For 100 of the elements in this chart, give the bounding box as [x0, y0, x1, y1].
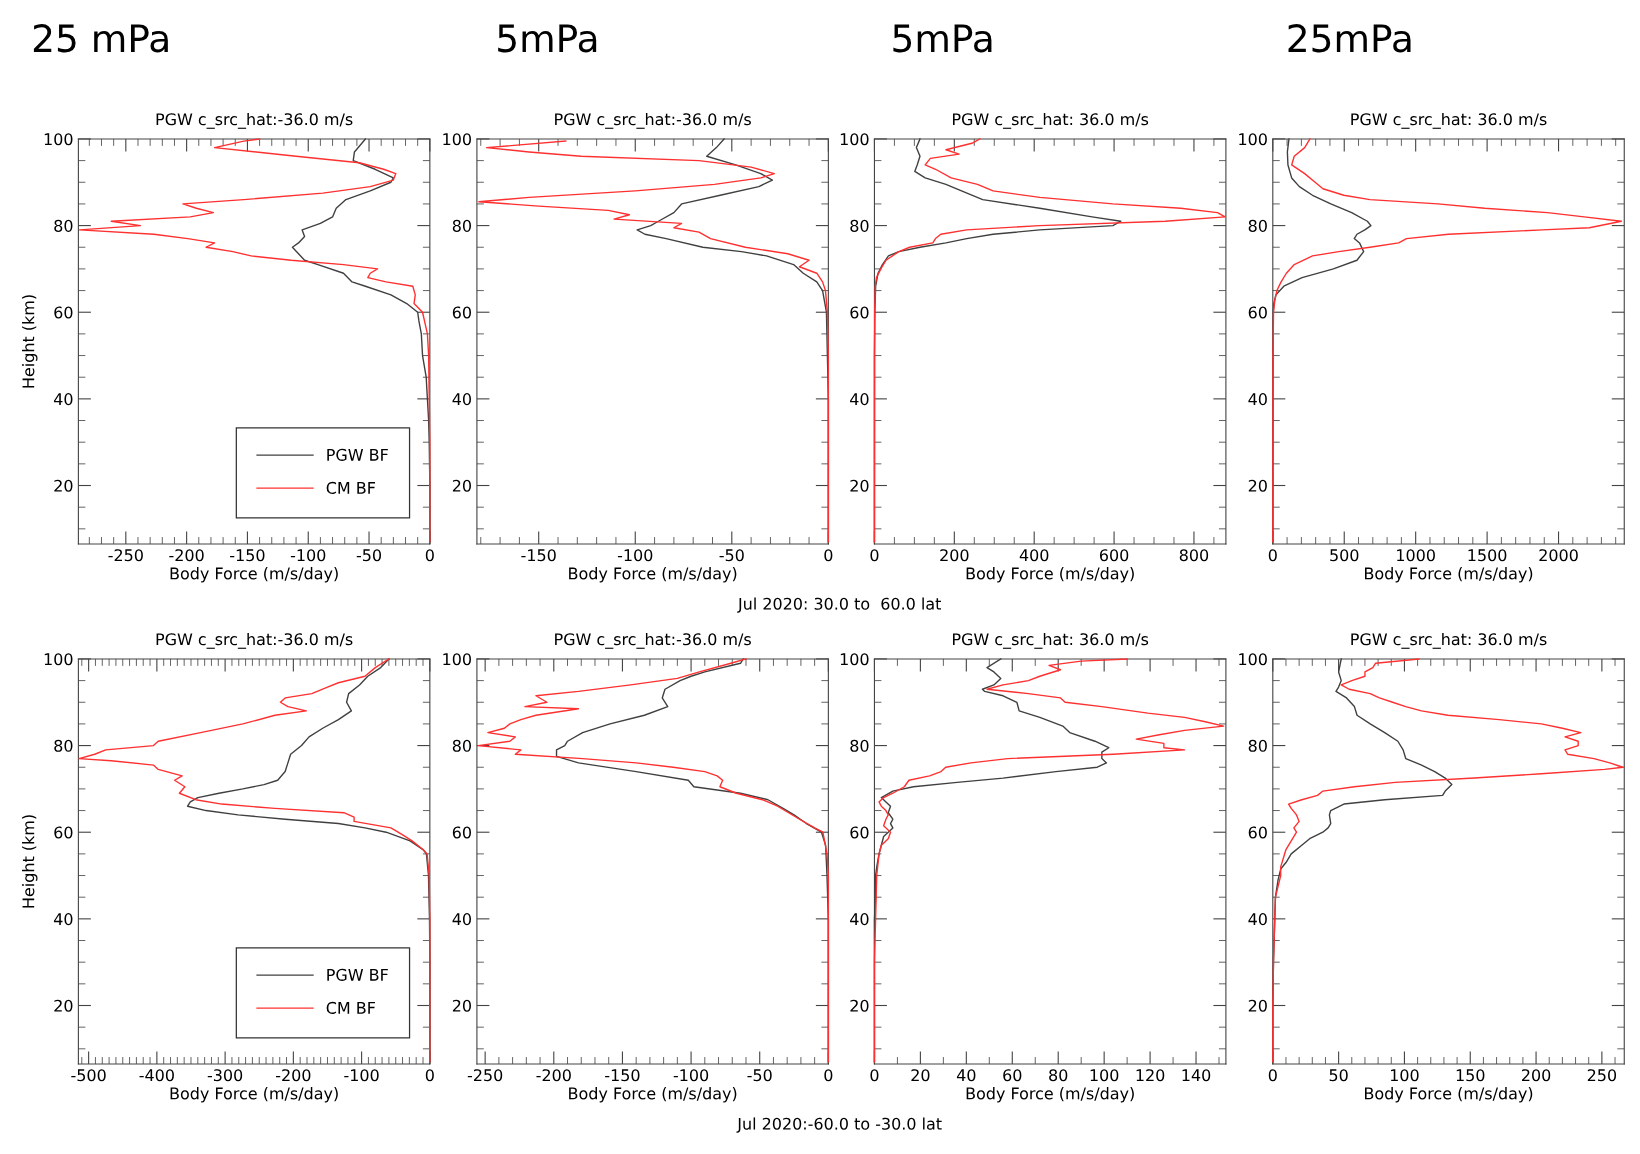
line-series [78, 138, 431, 543]
x-tick-label: -100 [673, 1069, 709, 1082]
legend-label: PGW BF [327, 968, 388, 981]
x-tick-label: 20 [911, 1069, 930, 1082]
x-tick-label: -250 [467, 1069, 503, 1082]
x-tick-label: -200 [536, 1069, 571, 1082]
y-tick-label: 100 [443, 653, 471, 666]
line-series [1272, 138, 1623, 543]
y-tick-label: 100 [44, 133, 73, 146]
y-axis-title: Height (km) [22, 295, 38, 388]
y-tick-label: 20 [850, 999, 869, 1012]
y-tick-label: 40 [452, 913, 471, 926]
y-tick-label: 60 [452, 826, 471, 839]
line-series [478, 140, 830, 543]
x-axis-title: Body Force (m/s/day) [966, 1087, 1134, 1103]
x-tick-label: -50 [747, 1069, 772, 1082]
x-tick-label: 250 [1587, 1069, 1617, 1082]
y-tick-label: 40 [1248, 913, 1267, 926]
x-tick-label: 0 [870, 549, 879, 562]
x-tick-label: 1500 [1468, 549, 1507, 562]
y-tick-label: 80 [1248, 739, 1267, 752]
x-tick-label: 50 [1329, 1069, 1348, 1082]
x-axis-title: Body Force (m/s/day) [1365, 1087, 1533, 1103]
x-tick-label: 0 [824, 549, 833, 562]
x-tick-label: 40 [956, 1069, 976, 1082]
y-tick-label: 60 [452, 306, 471, 319]
y-tick-label: 80 [850, 739, 869, 752]
x-tick-label: 2000 [1539, 549, 1578, 562]
x-tick-label: -150 [521, 549, 556, 562]
text: 25mPa [1288, 24, 1411, 53]
y-tick-label: 60 [1248, 826, 1267, 839]
y-tick-label: 80 [452, 739, 471, 752]
y-tick-label: 60 [54, 306, 73, 319]
chart-title: PGW c_src_hat:-36.0 m/s [555, 112, 751, 129]
chart-title: PGW c_src_hat: 36.0 m/s [1351, 112, 1547, 129]
y-tick-label: 80 [1248, 219, 1267, 232]
x-tick-label: -100 [290, 549, 326, 562]
y-tick-label: 60 [1248, 306, 1267, 319]
x-tick-label: 200 [1521, 1069, 1551, 1082]
legend-label: CM BF [326, 481, 375, 494]
text: 5mPa [893, 24, 992, 53]
x-tick-label: 120 [1136, 1069, 1165, 1082]
y-tick-label: 100 [443, 133, 471, 146]
x-axis-title: Body Force (m/s/day) [170, 1087, 338, 1103]
x-tick-label: 100 [1390, 1069, 1419, 1082]
x-axis-title: Body Force (m/s/day) [569, 567, 737, 583]
y-tick-label: 40 [850, 913, 869, 926]
x-tick-label: 1000 [1397, 549, 1435, 562]
y-tick-label: 20 [850, 479, 869, 492]
text: Jul 2020: 30.0 to 60.0 lat [737, 597, 942, 613]
legend-label: CM BF [326, 1001, 375, 1014]
y-tick-label: 20 [1248, 479, 1267, 492]
y-axis-title: Height (km) [22, 815, 38, 908]
x-tick-label: 800 [1179, 549, 1209, 562]
x-tick-label: 150 [1456, 1069, 1485, 1082]
x-tick-label: 80 [1049, 1069, 1068, 1082]
x-tick-label: 400 [1019, 549, 1049, 562]
x-tick-label: -50 [356, 549, 382, 562]
y-tick-label: 20 [452, 999, 471, 1012]
x-tick-label: 0 [1268, 549, 1277, 562]
y-tick-label: 60 [850, 306, 869, 319]
x-tick-label: 140 [1182, 1069, 1211, 1082]
chart-title: PGW c_src_hat:-36.0 m/s [555, 632, 751, 649]
chart-title: PGW c_src_hat: 36.0 m/s [953, 112, 1149, 129]
x-axis-title: Body Force (m/s/day) [569, 1087, 737, 1103]
line-series [1272, 658, 1624, 1063]
x-tick-label: -300 [207, 1069, 243, 1082]
text: Jul 2020:-60.0 to -30.0 lat [736, 1117, 942, 1133]
y-tick-label: 100 [44, 653, 73, 666]
y-tick-label: 20 [54, 999, 73, 1012]
line-series [873, 138, 1226, 543]
legend-label: PGW BF [327, 448, 388, 461]
x-tick-label: 0 [824, 1069, 833, 1082]
x-axis-title: Body Force (m/s/day) [170, 567, 338, 583]
y-tick-label: 60 [850, 826, 869, 839]
y-tick-label: 40 [452, 393, 471, 406]
x-axis-title: Body Force (m/s/day) [1365, 567, 1533, 583]
y-tick-label: 100 [1239, 133, 1267, 146]
x-tick-label: -100 [617, 549, 653, 562]
x-tick-label: -150 [605, 1069, 640, 1082]
y-tick-label: 40 [53, 913, 73, 926]
x-tick-label: 0 [425, 549, 434, 562]
y-tick-label: 80 [54, 739, 73, 752]
x-tick-label: 0 [425, 1069, 434, 1082]
line-series [873, 658, 1225, 1063]
x-tick-label: 600 [1099, 549, 1129, 562]
chart-title: PGW c_src_hat:-36.0 m/s [156, 632, 353, 649]
y-tick-label: 20 [1248, 999, 1267, 1012]
x-tick-label: 500 [1330, 549, 1359, 562]
x-tick-label: 100 [1090, 1069, 1119, 1082]
y-tick-label: 100 [840, 653, 869, 666]
x-tick-label: 60 [1003, 1069, 1022, 1082]
x-tick-label: -50 [719, 549, 744, 562]
x-tick-label: -150 [230, 549, 265, 562]
chart-title: PGW c_src_hat:-36.0 m/s [156, 112, 353, 129]
text: 5mPa [498, 24, 597, 53]
x-tick-label: 0 [1268, 1069, 1277, 1082]
y-tick-label: 60 [54, 826, 73, 839]
y-tick-label: 20 [452, 479, 471, 492]
y-tick-label: 80 [850, 219, 869, 232]
